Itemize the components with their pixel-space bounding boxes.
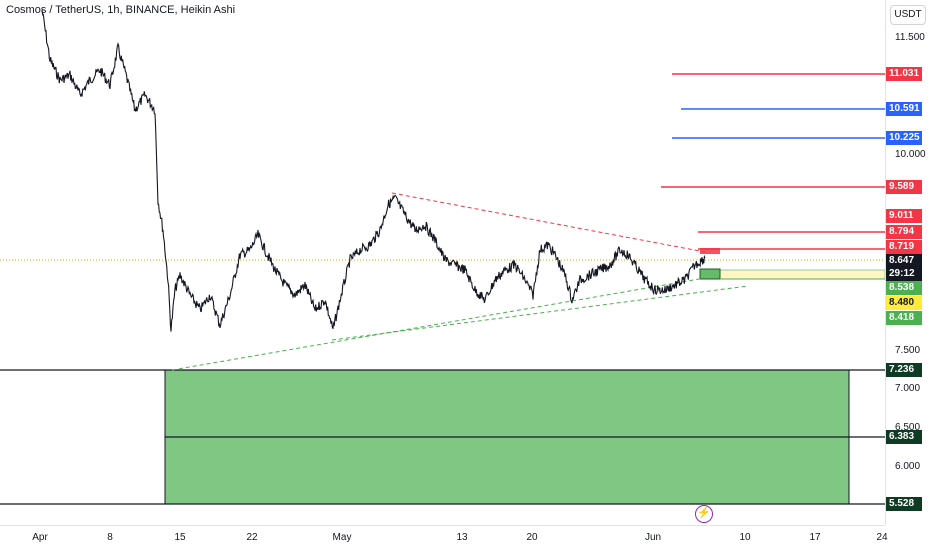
price-tick: 7.500 bbox=[895, 345, 921, 356]
entry-box[interactable] bbox=[699, 269, 885, 280]
entry-marker[interactable] bbox=[699, 268, 721, 280]
time-tick: 13 bbox=[456, 532, 468, 543]
currency-button[interactable]: USDT bbox=[890, 5, 926, 25]
lightning-icon[interactable]: ⚡ bbox=[695, 505, 713, 523]
price-badge: 5.528 bbox=[886, 497, 922, 511]
price-badge: 9.011 bbox=[886, 209, 922, 223]
price-badge: 10.591 bbox=[886, 102, 922, 116]
time-tick: 8 bbox=[107, 532, 113, 543]
time-axis[interactable] bbox=[0, 525, 885, 550]
price-tick: 6.000 bbox=[895, 461, 921, 472]
countdown-badge: 29:12 bbox=[886, 267, 922, 281]
time-tick: 22 bbox=[246, 532, 258, 543]
time-tick: 15 bbox=[174, 532, 186, 543]
stop-box[interactable] bbox=[700, 248, 720, 254]
time-tick: 17 bbox=[809, 532, 821, 543]
price-tick: 7.000 bbox=[895, 383, 921, 394]
price-badge: 6.383 bbox=[886, 430, 922, 444]
price-badge: 8.480 bbox=[886, 296, 922, 310]
time-tick: 10 bbox=[739, 532, 751, 543]
chart-pane[interactable]: Cosmos / TetherUS, 1h, BINANCE, Heikin A… bbox=[0, 0, 885, 525]
support-trendline-upper[interactable] bbox=[171, 277, 706, 371]
price-tick: 10.000 bbox=[895, 149, 926, 160]
time-tick: Jun bbox=[644, 532, 662, 543]
price-tick: 6.500 bbox=[895, 422, 921, 433]
price-chart[interactable] bbox=[0, 0, 885, 525]
price-badge: 8.719 bbox=[886, 240, 922, 254]
price-badge: 7.236 bbox=[886, 363, 922, 377]
time-tick: 24 bbox=[876, 532, 888, 543]
symbol-title[interactable]: Cosmos / TetherUS, 1h, BINANCE, Heikin A… bbox=[6, 4, 236, 16]
price-tick: 11.500 bbox=[895, 32, 925, 43]
price-badge: 10.225 bbox=[886, 131, 922, 145]
time-tick: May bbox=[332, 532, 352, 543]
time-tick: 20 bbox=[526, 532, 538, 543]
price-series bbox=[41, 9, 706, 332]
price-badge: 8.418 bbox=[886, 311, 922, 325]
time-tick: Apr bbox=[32, 532, 48, 543]
price-badge: 9.589 bbox=[886, 180, 922, 194]
price-badge: 8.794 bbox=[886, 225, 922, 239]
price-badge: 8.538 bbox=[886, 281, 922, 295]
price-badge: 11.031 bbox=[886, 67, 922, 81]
last-price-badge: 8.647 bbox=[886, 254, 922, 268]
